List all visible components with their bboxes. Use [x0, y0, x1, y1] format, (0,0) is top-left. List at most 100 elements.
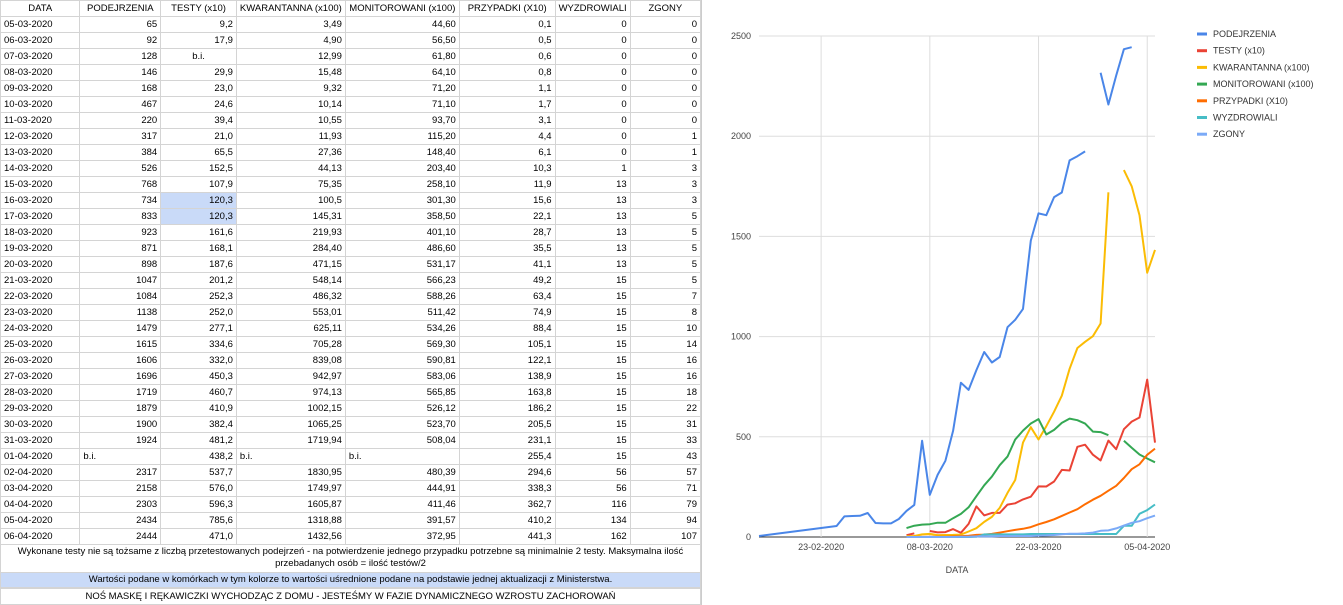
table-cell[interactable]: 1 [554, 160, 631, 177]
table-cell[interactable]: 768 [79, 176, 162, 193]
table-cell[interactable]: 255,4 [458, 448, 556, 465]
table-cell[interactable]: 301,30 [344, 192, 460, 209]
line-chart[interactable]: 0 500 1000 1500 2000 2500 23-02-2020 08-03-2020… [702, 0, 1343, 605]
table-cell[interactable]: 3,49 [235, 16, 346, 33]
table-cell[interactable]: 1084 [79, 288, 162, 305]
table-cell[interactable]: 08-03-2020 [0, 64, 81, 81]
table-cell[interactable]: 9,2 [160, 16, 237, 33]
table-cell[interactable]: 1719,94 [235, 432, 346, 449]
table-cell[interactable]: 57 [629, 464, 702, 481]
note-averaged-values[interactable]: Wartości podane w komórkach w tym kolorz… [0, 572, 701, 588]
table-cell[interactable]: 168 [79, 80, 162, 97]
table-cell[interactable]: 2444 [79, 528, 162, 545]
table-cell[interactable]: 15 [554, 320, 631, 337]
table-cell[interactable]: 13 [554, 240, 631, 257]
table-cell[interactable]: 3 [629, 160, 702, 177]
table-cell[interactable]: 0 [554, 96, 631, 113]
table-cell[interactable]: 29-03-2020 [0, 400, 81, 417]
table-cell[interactable]: 11,9 [458, 176, 556, 193]
table-cell[interactable]: 1065,25 [235, 416, 346, 433]
table-cell[interactable]: 30-03-2020 [0, 416, 81, 433]
table-cell[interactable]: 0,6 [458, 48, 556, 65]
table-cell[interactable]: 0 [554, 48, 631, 65]
table-cell[interactable]: 438,2 [160, 448, 237, 465]
table-cell[interactable]: 526,12 [344, 400, 460, 417]
table-cell[interactable]: 553,01 [235, 304, 346, 321]
table-cell[interactable]: 15 [554, 384, 631, 401]
table-cell[interactable]: 0 [629, 64, 702, 81]
table-cell[interactable]: 1879 [79, 400, 162, 417]
table-cell[interactable]: 107 [629, 528, 702, 545]
table-cell[interactable]: 12,99 [235, 48, 346, 65]
table-cell[interactable]: 0,1 [458, 16, 556, 33]
table-cell[interactable]: 1138 [79, 304, 162, 321]
table-cell[interactable]: b.i. [79, 448, 162, 465]
table-cell[interactable]: 219,93 [235, 224, 346, 241]
table-cell[interactable]: 26-03-2020 [0, 352, 81, 369]
table-cell[interactable]: 486,60 [344, 240, 460, 257]
table-cell[interactable]: 10-03-2020 [0, 96, 81, 113]
table-cell[interactable]: 5 [629, 256, 702, 273]
table-cell[interactable]: 13-03-2020 [0, 144, 81, 161]
table-cell[interactable]: 21-03-2020 [0, 272, 81, 289]
table-cell[interactable]: 15 [554, 368, 631, 385]
table-cell[interactable]: 785,6 [160, 512, 237, 529]
table-cell[interactable]: 583,06 [344, 368, 460, 385]
table-cell[interactable]: 22 [629, 400, 702, 417]
table-cell[interactable]: 362,7 [458, 496, 556, 513]
table-cell[interactable]: 161,6 [160, 224, 237, 241]
table-cell[interactable]: 15 [554, 416, 631, 433]
table-cell[interactable]: 277,1 [160, 320, 237, 337]
table-cell[interactable]: 0 [554, 128, 631, 145]
table-cell[interactable]: 33 [629, 432, 702, 449]
table-cell[interactable]: 548,14 [235, 272, 346, 289]
table-cell[interactable]: 162 [554, 528, 631, 545]
table-cell[interactable]: 231,1 [458, 432, 556, 449]
table-cell[interactable]: 0 [629, 96, 702, 113]
table-cell[interactable]: 588,26 [344, 288, 460, 305]
table-cell[interactable]: 1 [629, 144, 702, 161]
table-cell[interactable]: 942,97 [235, 368, 346, 385]
table-cell[interactable]: 1002,15 [235, 400, 346, 417]
table-cell[interactable]: 21,0 [160, 128, 237, 145]
table-cell[interactable]: 338,3 [458, 480, 556, 497]
table-cell[interactable]: 56,50 [344, 32, 460, 49]
table-cell[interactable]: 16-03-2020 [0, 192, 81, 209]
table-cell[interactable]: 120,3 [160, 192, 237, 209]
table-cell[interactable]: 13 [554, 176, 631, 193]
table-cell[interactable]: 480,39 [344, 464, 460, 481]
table-cell[interactable]: 15 [554, 288, 631, 305]
table-cell[interactable]: 332,0 [160, 352, 237, 369]
table-cell[interactable]: 10 [629, 320, 702, 337]
table-cell[interactable]: 1606 [79, 352, 162, 369]
table-cell[interactable]: 115,20 [344, 128, 460, 145]
table-cell[interactable]: 391,57 [344, 512, 460, 529]
table-cell[interactable]: 44,60 [344, 16, 460, 33]
table-cell[interactable]: 75,35 [235, 176, 346, 193]
table-cell[interactable]: 22,1 [458, 208, 556, 225]
table-cell[interactable]: 358,50 [344, 208, 460, 225]
table-cell[interactable]: 201,2 [160, 272, 237, 289]
table-cell[interactable]: 23-03-2020 [0, 304, 81, 321]
table-cell[interactable]: 134 [554, 512, 631, 529]
table-cell[interactable]: 0 [629, 112, 702, 129]
table-cell[interactable]: 923 [79, 224, 162, 241]
table-cell[interactable]: 444,91 [344, 480, 460, 497]
table-cell[interactable]: 1318,88 [235, 512, 346, 529]
table-cell[interactable]: 03-04-2020 [0, 480, 81, 497]
table-cell[interactable]: 317 [79, 128, 162, 145]
table-cell[interactable]: 105,1 [458, 336, 556, 353]
table-cell[interactable]: 13 [554, 224, 631, 241]
table-cell[interactable]: 3,1 [458, 112, 556, 129]
table-cell[interactable]: 92 [79, 32, 162, 49]
table-cell[interactable]: 43 [629, 448, 702, 465]
table-cell[interactable]: 2158 [79, 480, 162, 497]
table-cell[interactable]: 146 [79, 64, 162, 81]
table-cell[interactable]: 6,1 [458, 144, 556, 161]
table-cell[interactable]: 4,90 [235, 32, 346, 49]
table-cell[interactable]: 531,17 [344, 256, 460, 273]
table-cell[interactable]: 35,5 [458, 240, 556, 257]
table-cell[interactable]: 23,0 [160, 80, 237, 97]
table-cell[interactable]: 122,1 [458, 352, 556, 369]
table-cell[interactable]: 71 [629, 480, 702, 497]
